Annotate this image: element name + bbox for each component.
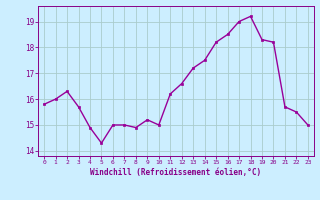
- X-axis label: Windchill (Refroidissement éolien,°C): Windchill (Refroidissement éolien,°C): [91, 168, 261, 177]
